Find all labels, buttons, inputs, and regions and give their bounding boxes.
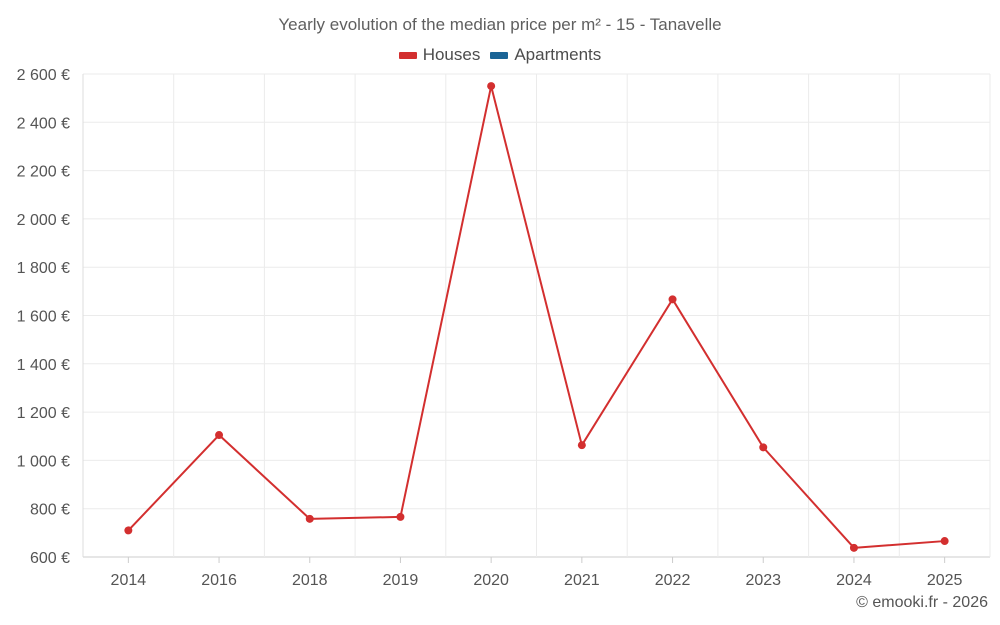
y-tick-label: 2 400 € [17, 115, 70, 132]
data-point [215, 431, 224, 440]
legend-swatch-houses [398, 51, 417, 59]
series-line-houses [127, 85, 945, 549]
data-point [487, 82, 496, 91]
x-tick-label: 2021 [564, 572, 600, 589]
x-tick-label: 2025 [927, 572, 963, 589]
data-point [577, 441, 586, 450]
chart-legend: Houses Apartments [0, 45, 1000, 65]
data-point [668, 295, 677, 304]
y-tick-label: 600 € [30, 550, 70, 567]
x-tick-label: 2023 [745, 572, 781, 589]
chart-title: Yearly evolution of the median price per… [278, 15, 722, 34]
y-tick-label: 2 600 € [17, 67, 70, 84]
legend-label-apartments: Apartments [514, 45, 602, 64]
x-tick-label: 2018 [292, 572, 328, 589]
legend-swatch-apartments [490, 51, 509, 59]
y-tick-label: 1 000 € [17, 453, 70, 470]
y-tick-label: 1 800 € [17, 260, 70, 277]
legend-item-apartments[interactable]: Apartments [490, 45, 601, 65]
data-point [759, 443, 768, 452]
y-tick-label: 1 400 € [17, 357, 70, 374]
y-tick-label: 2 000 € [17, 212, 70, 229]
y-tick-label: 2 200 € [17, 164, 70, 181]
data-point [396, 512, 405, 521]
data-point [305, 514, 314, 523]
x-tick-label: 2020 [473, 572, 509, 589]
x-tick-label: 2019 [383, 572, 419, 589]
data-point [849, 543, 858, 552]
data-point [940, 537, 949, 546]
y-tick-label: 1 600 € [17, 309, 70, 326]
y-tick-label: 800 € [30, 502, 70, 519]
legend-item-houses[interactable]: Houses [398, 45, 481, 65]
x-tick-label: 2014 [111, 572, 147, 589]
legend-label-houses: Houses [422, 45, 481, 64]
y-tick-label: 1 200 € [17, 405, 70, 422]
data-point [124, 526, 133, 535]
credit-text: © emooki.fr - 2026 [856, 594, 988, 611]
x-tick-label: 2024 [836, 572, 872, 589]
x-tick-label: 2016 [201, 572, 237, 589]
x-tick-label: 2022 [655, 572, 691, 589]
